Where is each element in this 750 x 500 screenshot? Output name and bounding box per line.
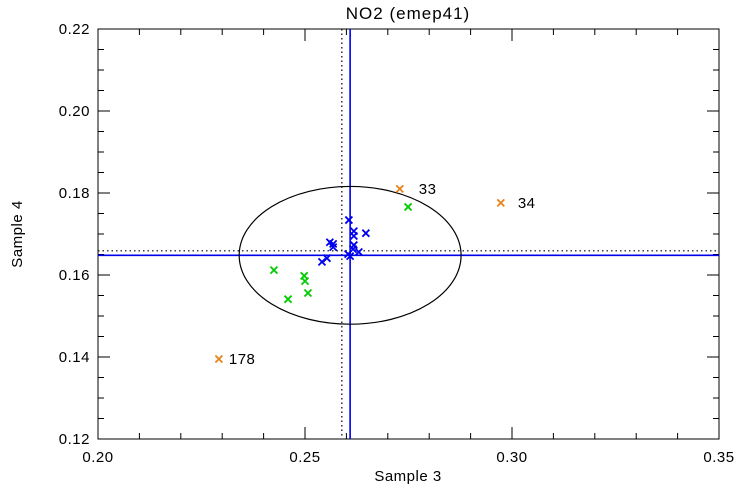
- cluster-green-point: [269, 265, 279, 275]
- cluster-blue-point: [361, 229, 370, 238]
- x-tick-label: 0.30: [496, 449, 527, 466]
- cluster-blue-point: [354, 247, 363, 257]
- outliers-orange-point: [395, 184, 404, 194]
- cluster-blue-point: [329, 239, 338, 248]
- cluster-blue-point: [345, 252, 355, 261]
- y-axis-label: Sample 4: [9, 200, 26, 267]
- point-label: 178: [229, 351, 256, 368]
- outliers-orange-point: [214, 354, 224, 364]
- y-tick-label: 0.20: [59, 103, 90, 120]
- point-label: 33: [419, 181, 437, 198]
- y-tick-label: 0.12: [59, 431, 90, 448]
- cluster-green-point: [300, 277, 310, 286]
- cluster-blue-point: [349, 231, 358, 241]
- reference-lines-layer: [98, 29, 719, 439]
- cluster-blue-point: [322, 254, 332, 263]
- y-tick-label: 0.14: [59, 349, 90, 366]
- y-tick-label: 0.18: [59, 185, 90, 202]
- cluster-green-point: [303, 288, 313, 298]
- confidence-ellipse: [238, 185, 462, 325]
- outliers-orange-point: [496, 198, 505, 207]
- axes-layer: 0.20 0.25 0.30 0.35 0.12 0.14 0.16 0.18 0.20 0.22: [59, 21, 734, 466]
- y-tick-label: 0.22: [59, 21, 90, 38]
- cluster-blue-point: [329, 242, 338, 252]
- x-tick-label: 0.25: [289, 449, 320, 466]
- x-tick-label: 0.20: [82, 449, 113, 466]
- cluster-green-point: [283, 295, 293, 304]
- cluster-blue-point: [317, 257, 327, 267]
- point-label: 34: [518, 195, 536, 212]
- cluster-blue-point: [344, 215, 354, 225]
- confidence-ellipse-layer: [238, 185, 462, 325]
- x-tick-label: 0.35: [703, 449, 734, 466]
- chart-title: NO2 (emep41): [346, 4, 470, 23]
- plot-border: [97, 28, 720, 440]
- x-axis-label: Sample 3: [374, 468, 441, 485]
- data-points-layer: 33 34 178: [214, 181, 536, 368]
- y-tick-label: 0.16: [59, 267, 90, 284]
- cluster-green-point: [403, 202, 413, 212]
